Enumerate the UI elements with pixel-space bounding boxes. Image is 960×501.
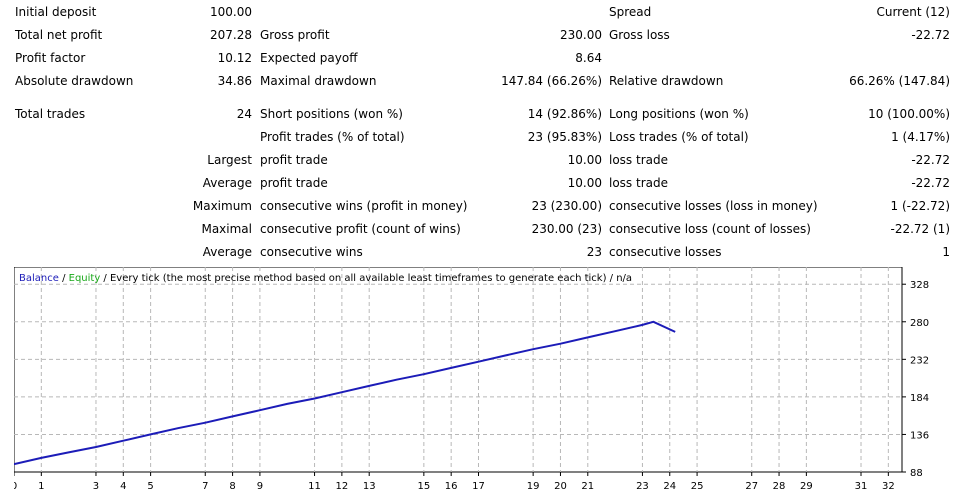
gross-loss-label: Gross loss (609, 28, 670, 42)
x-tick-label: 29 (800, 481, 813, 492)
max-consecutive-losses-label: consecutive losses (loss in money) (609, 199, 818, 213)
legend-separator: / (59, 273, 69, 284)
x-tick-label: 17 (472, 481, 485, 492)
spread-value: Current (12) (876, 5, 950, 19)
x-tick-label: 1 (38, 481, 44, 492)
largest-loss-trade-label: loss trade (609, 153, 668, 167)
y-tick-label: 280 (910, 318, 929, 329)
average-consecutive-label: Average (202, 245, 252, 259)
profit-factor-label: Profit factor (15, 51, 86, 65)
relative-drawdown-label: Relative drawdown (609, 74, 724, 88)
x-tick-label: 15 (417, 481, 430, 492)
total-trades-value: 24 (236, 107, 252, 121)
expected-payoff-value: 8.64 (575, 51, 602, 65)
average-profit-trade-label: profit trade (260, 176, 328, 190)
x-tick-label: 13 (363, 481, 376, 492)
maximal-drawdown-label: Maximal drawdown (260, 74, 377, 88)
legend-description: / Every tick (the most precise method ba… (100, 273, 632, 284)
profit-factor-value: 10.12 (217, 51, 252, 65)
gross-profit-value: 230.00 (560, 28, 602, 42)
expected-payoff-label: Expected payoff (260, 51, 358, 65)
x-tick-label: 23 (636, 481, 649, 492)
x-tick-label: 12 (336, 481, 349, 492)
maximal-label: Maximal (201, 222, 252, 236)
gross-profit-label: Gross profit (260, 28, 330, 42)
x-tick-label: 20 (554, 481, 567, 492)
largest-profit-trade-label: profit trade (260, 153, 328, 167)
x-tick-label: 31 (855, 481, 868, 492)
x-tick-label: 11 (308, 481, 321, 492)
total-trades-label: Total trades (15, 107, 86, 121)
largest-profit-trade-value: 10.00 (567, 153, 602, 167)
maximum-label: Maximum (192, 199, 252, 213)
x-tick-label: 24 (663, 481, 676, 492)
average-consecutive-wins-label: consecutive wins (260, 245, 363, 259)
y-axis: 88 136 184 232 280 328 (902, 280, 929, 479)
long-positions-label: Long positions (won %) (609, 107, 749, 121)
y-tick-label: 328 (910, 280, 929, 291)
x-tick-label: 27 (745, 481, 758, 492)
long-positions-value: 10 (100.00%) (868, 107, 950, 121)
maximal-consecutive-profit-label: consecutive profit (count of wins) (260, 222, 461, 236)
initial-deposit-label: Initial deposit (15, 5, 97, 19)
max-consecutive-wins-value: 23 (230.00) (531, 199, 602, 213)
maximal-consecutive-loss-value: -22.72 (1) (890, 222, 951, 236)
absolute-drawdown-value: 34.86 (217, 74, 252, 88)
x-tick-label: 32 (882, 481, 895, 492)
report-summary: Initial deposit 100.00 Spread Current (1… (15, 5, 951, 259)
x-tick-label: 19 (527, 481, 540, 492)
x-tick-label: 16 (445, 481, 458, 492)
average-loss-trade-label: loss trade (609, 176, 668, 190)
total-net-profit-label: Total net profit (15, 28, 103, 42)
balance-series-line (13, 320, 676, 466)
spread-label: Spread (609, 5, 652, 19)
x-tick-label: 8 (229, 481, 235, 492)
plot-frame (13, 266, 903, 473)
absolute-drawdown-label: Absolute drawdown (15, 74, 134, 88)
x-tick-label: 0 (14, 481, 17, 492)
y-tick-label: 184 (910, 393, 929, 404)
average-consecutive-losses-label: consecutive losses (609, 245, 722, 259)
x-tick-label: 7 (202, 481, 208, 492)
average-profit-trade-value: 10.00 (567, 176, 602, 190)
average-consecutive-wins-value: 23 (586, 245, 602, 259)
average-consecutive-losses-value: 1 (942, 245, 950, 259)
largest-loss-trade-value: -22.72 (911, 153, 950, 167)
x-tick-label: 4 (120, 481, 126, 492)
maximal-consecutive-loss-label: consecutive loss (count of losses) (609, 222, 811, 236)
total-net-profit-value: 207.28 (210, 28, 252, 42)
y-tick-label: 232 (910, 355, 929, 366)
x-tick-label: 25 (691, 481, 704, 492)
chart-grid (14, 267, 902, 472)
legend-equity: Equity (69, 273, 101, 284)
short-positions-label: Short positions (won %) (260, 107, 403, 121)
x-tick-label: 28 (773, 481, 786, 492)
x-tick-label: 3 (93, 481, 99, 492)
short-positions-value: 14 (92.86%) (527, 107, 602, 121)
loss-trades-label: Loss trades (% of total) (609, 130, 749, 144)
max-consecutive-wins-label: consecutive wins (profit in money) (260, 199, 468, 213)
x-tick-label: 5 (147, 481, 153, 492)
profit-trades-value: 23 (95.83%) (527, 130, 602, 144)
y-tick-label: 136 (910, 430, 929, 441)
maximal-consecutive-profit-value: 230.00 (23) (531, 222, 602, 236)
loss-trades-value: 1 (4.17%) (891, 130, 950, 144)
maximal-drawdown-value: 147.84 (66.26%) (501, 74, 602, 88)
chart-legend: Balance / Equity / Every tick (the most … (19, 273, 632, 284)
y-tick-label: 88 (910, 468, 923, 479)
x-axis: 0134578911121315161719202123242527282931… (11, 472, 895, 492)
x-tick-label: 9 (257, 481, 263, 492)
max-consecutive-losses-value: 1 (-22.72) (890, 199, 951, 213)
profit-trades-label: Profit trades (% of total) (260, 130, 405, 144)
average-loss-trade-value: -22.72 (911, 176, 950, 190)
initial-deposit-value: 100.00 (210, 5, 252, 19)
x-tick-label: 21 (581, 481, 594, 492)
legend-balance: Balance (19, 273, 59, 284)
gross-loss-value: -22.72 (911, 28, 950, 42)
relative-drawdown-value: 66.26% (147.84) (849, 74, 950, 88)
average-label: Average (202, 176, 252, 190)
largest-label: Largest (207, 153, 252, 167)
